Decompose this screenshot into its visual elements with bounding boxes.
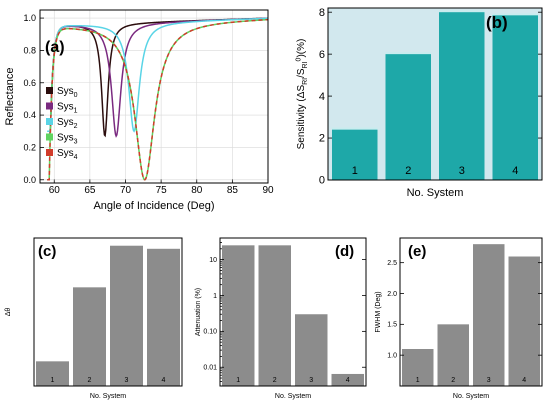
y-tick-label: 0.01 — [203, 365, 217, 372]
plot-frame — [399, 237, 543, 387]
panel-label: (b) — [486, 13, 508, 32]
bar-category-label-1: 2 — [451, 377, 455, 384]
bar-category-label-3: 4 — [346, 377, 350, 384]
legend-swatch-0 — [46, 87, 53, 94]
legend-label-4: Sys4 — [57, 148, 78, 161]
bar-0 — [332, 129, 378, 180]
panel-label: (d) — [335, 243, 354, 260]
bar-0 — [402, 349, 434, 386]
bar-category-label-3: 4 — [522, 377, 526, 384]
legend-label-3: Sys3 — [57, 133, 78, 146]
y-axis-label: Sensitivity (ΔSRI/SRI0)(%) — [296, 39, 310, 150]
x-axis-label: No. System — [275, 393, 311, 400]
x-tick-label: 70 — [120, 185, 132, 196]
y-tick-label: 0 — [319, 175, 325, 187]
y-tick-label: 1.0 — [387, 353, 397, 360]
plot-area — [40, 10, 268, 183]
x-tick-label: 80 — [191, 185, 203, 196]
legend-label-0: Sys0 — [57, 86, 78, 99]
x-axis-label: Angle of Incidence (Deg) — [93, 200, 214, 212]
y-tick-label: 0.2 — [23, 142, 36, 152]
legend-swatch-2 — [46, 118, 53, 125]
bar-category-label-3: 4 — [512, 165, 518, 177]
y-axis-label: Δθ — [5, 308, 12, 317]
bar-2 — [439, 12, 485, 180]
bar-0 — [36, 361, 69, 386]
legend-swatch-4 — [46, 149, 53, 156]
y-axis-label: Reflectance — [4, 67, 16, 125]
y-tick-label: 0.4 — [23, 110, 36, 120]
bar-1 — [437, 324, 469, 386]
bar-category-label-3: 4 — [162, 377, 166, 384]
bar-0 — [222, 245, 255, 386]
legend-swatch-1 — [46, 102, 53, 110]
y-tick-label: 0.10 — [203, 329, 217, 336]
y-axis-label: FWHM (Deg) — [375, 291, 382, 332]
bar-3 — [147, 248, 180, 386]
legend-label-1: Sys1 — [57, 102, 78, 115]
bar-2 — [473, 244, 505, 386]
bar-2 — [110, 245, 143, 386]
legend-label-2: Sys2 — [57, 117, 78, 130]
x-axis-label: No. System — [90, 393, 126, 400]
bar-category-label-2: 3 — [487, 377, 491, 384]
bar-1 — [385, 54, 431, 180]
chart-fwhm: 1 2 3 4 1.0 1.5 2.0 2.5 (e) No. System FWHM (Deg) — [375, 237, 543, 400]
chart-delta-theta: 1 2 3 4 (c) No. System Δθ — [5, 237, 183, 400]
x-tick-label: 90 — [262, 185, 274, 196]
bar-category-label-1: 2 — [88, 377, 92, 384]
y-tick-label: 10 — [209, 257, 217, 264]
x-tick-label: 85 — [227, 185, 239, 196]
y-tick-label: 8 — [319, 7, 325, 19]
series-line-2 — [47, 17, 269, 133]
y-tick-label: 2.0 — [387, 291, 397, 298]
bar-1 — [258, 245, 291, 386]
bar-category-label-0: 1 — [51, 377, 55, 384]
panel-label: (c) — [38, 243, 56, 260]
y-tick-label: 6 — [319, 49, 325, 61]
y-tick-label: 4 — [319, 91, 325, 103]
chart-attenuation: 1 2 3 4 10 1 0.10 0.01 (d) No. System Attenuation … — [195, 237, 367, 400]
plot-frame — [219, 237, 367, 387]
bar-3 — [492, 15, 538, 181]
y-tick-label: 1.0 — [23, 13, 36, 23]
chart-reflectance: 60 65 70 75 80 85 90 0.0 0.2 0.4 0.6 0.8 1.0 Sys0 Sys1… — [4, 9, 274, 212]
bar-3 — [331, 373, 364, 386]
bar-category-label-0: 1 — [352, 165, 358, 177]
plot-frame — [327, 7, 543, 181]
y-tick-label: 0.8 — [23, 45, 36, 55]
panel-label: (a) — [45, 39, 65, 56]
y-tick-label: 2 — [319, 133, 325, 145]
panel-label: (e) — [408, 243, 426, 260]
bar-3 — [508, 256, 540, 386]
bar-category-label-1: 2 — [405, 165, 411, 177]
y-tick-label: 0.6 — [23, 78, 36, 88]
chart-sensitivity: 1 2 3 4 0 2 4 6 8 (b) No. System Sensitivity (ΔSRI/… — [296, 7, 543, 199]
x-tick-label: 75 — [156, 185, 168, 196]
y-tick-label: 1 — [213, 293, 217, 300]
x-axis-label: No. System — [453, 393, 489, 400]
plot-frame — [39, 9, 269, 184]
y-axis-label: Attenuation (%) — [195, 288, 202, 336]
bar-category-label-2: 3 — [125, 377, 129, 384]
bar-category-label-0: 1 — [236, 377, 240, 384]
y-tick-label: 2.5 — [387, 260, 397, 267]
bar-2 — [295, 314, 328, 386]
plot-frame — [33, 237, 183, 387]
x-tick-label: 65 — [84, 185, 96, 196]
x-tick-label: 60 — [49, 185, 61, 196]
bar-category-label-2: 3 — [309, 377, 313, 384]
y-tick-label: 0.0 — [23, 175, 36, 185]
bar-category-label-0: 1 — [416, 377, 420, 384]
legend-swatch-3 — [46, 133, 53, 141]
x-axis-label: No. System — [407, 187, 464, 199]
bar-category-label-1: 2 — [273, 377, 277, 384]
bar-category-label-2: 3 — [459, 165, 465, 177]
series-line-4 — [47, 18, 269, 181]
y-tick-label: 1.5 — [387, 322, 397, 329]
bar-1 — [73, 287, 106, 386]
